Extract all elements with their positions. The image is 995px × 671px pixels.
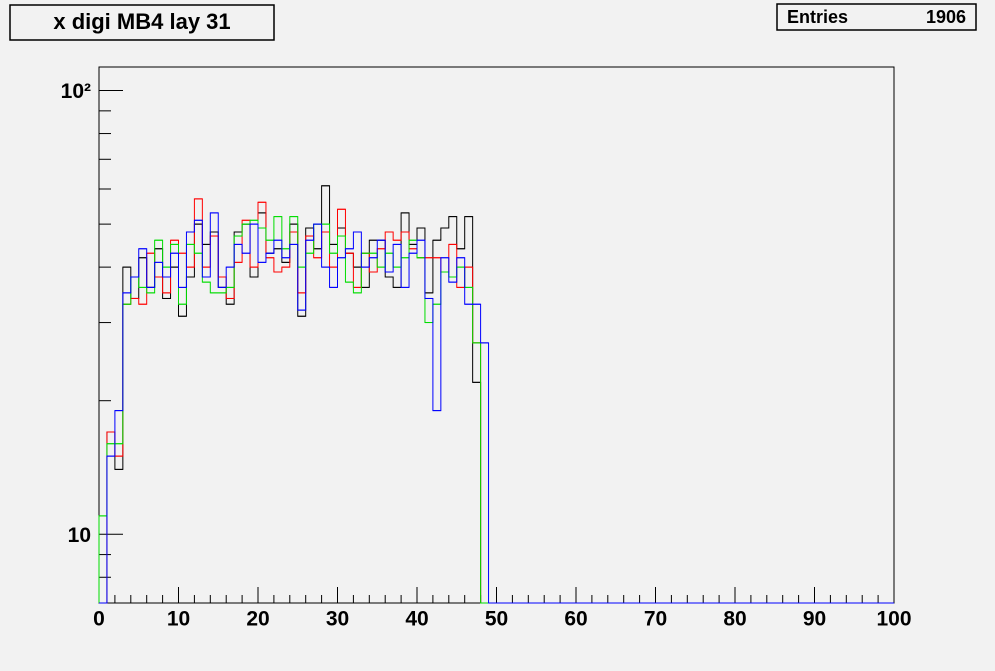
x-tick-label: 10 bbox=[167, 608, 190, 631]
title-box bbox=[9, 4, 275, 41]
x-tick-label: 70 bbox=[644, 608, 667, 631]
x-tick-label: 40 bbox=[405, 608, 428, 631]
y-tick-label: 10² bbox=[61, 80, 91, 103]
stats-label: Entries bbox=[787, 7, 848, 27]
x-tick-label: 30 bbox=[326, 608, 349, 631]
x-tick-label: 20 bbox=[246, 608, 269, 631]
x-tick-label: 90 bbox=[803, 608, 826, 631]
x-tick-label: 0 bbox=[93, 608, 105, 631]
chart-title: x digi MB4 lay 31 bbox=[53, 9, 230, 34]
stats-box bbox=[776, 3, 977, 31]
stats-value: 1906 bbox=[926, 7, 966, 27]
x-tick-label: 50 bbox=[485, 608, 508, 631]
y-tick-label: 10 bbox=[68, 524, 91, 547]
x-tick-label: 100 bbox=[876, 608, 911, 631]
x-tick-label: 80 bbox=[723, 608, 746, 631]
plot-frame bbox=[98, 66, 895, 604]
x-tick-label: 60 bbox=[564, 608, 587, 631]
